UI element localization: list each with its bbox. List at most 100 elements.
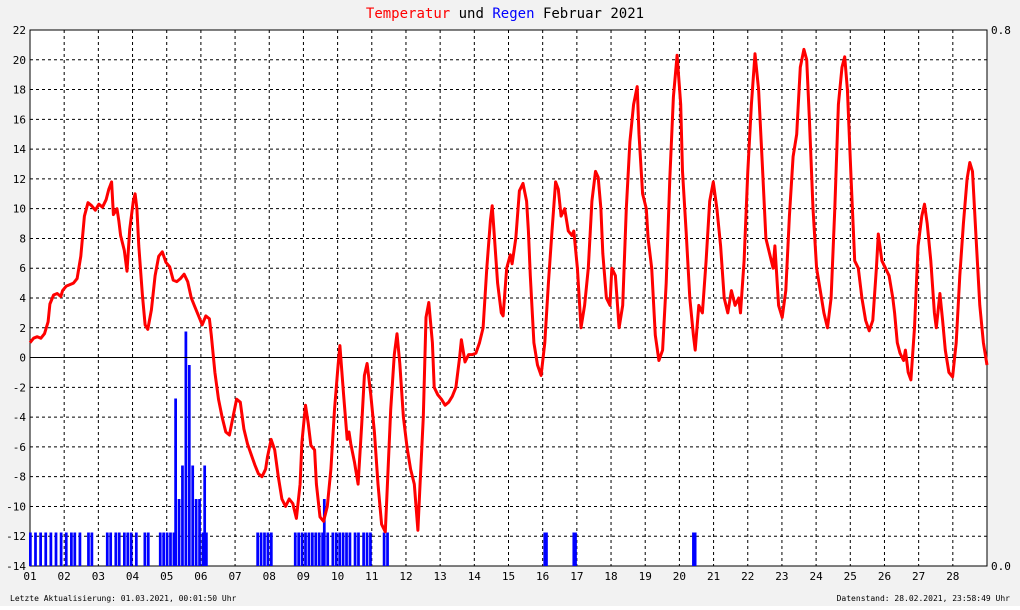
x-tick-label: 05 (160, 570, 173, 583)
rain-bar (326, 532, 330, 566)
rain-bar (109, 532, 113, 566)
rain-bar (191, 465, 195, 566)
rain-bar (129, 532, 133, 566)
rain-bar (263, 532, 266, 566)
y-left-tick-label: -6 (13, 441, 26, 454)
x-tick-label: 10 (331, 570, 344, 583)
rain-bar (172, 532, 176, 566)
rain-bar (158, 532, 162, 566)
x-tick-label: 22 (741, 570, 754, 583)
y-left-tick-label: 8 (19, 232, 26, 245)
rain-bar (134, 532, 138, 566)
rain-bar (345, 532, 348, 566)
rain-bar (266, 532, 270, 566)
x-tick-label: 03 (92, 570, 105, 583)
axes: 2220181614121086420-2-4-6-8-10-12-140.80… (6, 24, 1011, 583)
x-tick-label: 25 (844, 570, 857, 583)
y-left-tick-label: 22 (13, 24, 26, 37)
y-left-tick-label: 16 (13, 113, 26, 126)
rain-bar (184, 331, 188, 566)
chart-title: Temperatur und Regen Februar 2021 (366, 6, 644, 22)
y-left-tick-label: 12 (13, 173, 26, 186)
rain-bar (39, 532, 42, 566)
rain-bar (386, 532, 389, 566)
x-tick-label: 08 (263, 570, 276, 583)
rain-bar (126, 532, 130, 566)
rain-bar (297, 532, 301, 566)
rain-bar (293, 532, 297, 566)
rain-bar (177, 499, 181, 566)
rain-bar (73, 532, 77, 566)
rain-bar (369, 532, 372, 566)
rain-bar (572, 532, 576, 566)
x-tick-label: 26 (878, 570, 891, 583)
y-right-tick-label: 0.8 (991, 24, 1011, 37)
x-tick-label: 19 (639, 570, 652, 583)
rain-bar (692, 532, 695, 566)
rain-bar (353, 532, 357, 566)
rain-bar (165, 532, 169, 566)
rain-bar (105, 532, 109, 566)
rain-series (29, 331, 697, 566)
rain-bar (334, 532, 338, 566)
rain-bar (365, 532, 369, 566)
y-left-tick-label: -10 (6, 500, 26, 513)
rain-bar (205, 532, 208, 566)
y-left-tick-label: 18 (13, 84, 26, 97)
y-left-tick-label: 10 (13, 203, 26, 216)
rain-bar (304, 532, 307, 566)
rain-bar (162, 532, 166, 566)
rain-bar (574, 532, 577, 566)
rain-bar (310, 532, 314, 566)
rain-bar (194, 499, 198, 566)
rain-bar (317, 532, 321, 566)
y-left-tick-label: -14 (6, 560, 26, 573)
rain-bar (545, 532, 548, 566)
rain-bar (143, 532, 147, 566)
rain-bar (203, 465, 207, 566)
rain-bar (362, 532, 365, 566)
y-left-tick-label: 2 (19, 322, 26, 335)
rain-bar (331, 532, 335, 566)
x-tick-label: 18 (604, 570, 617, 583)
rain-bar (307, 532, 311, 566)
x-tick-label: 11 (365, 570, 378, 583)
x-tick-label: 01 (23, 570, 36, 583)
title-period: Februar 2021 (543, 6, 644, 22)
rain-bar (34, 532, 37, 566)
footer-right: Datenstand: 28.02.2021, 23:58:49 Uhr (837, 594, 1011, 603)
title-rain-word: Regen (492, 6, 534, 22)
rain-bar (543, 532, 547, 566)
rain-bar (49, 532, 53, 566)
rain-bar (114, 532, 118, 566)
rain-bar (382, 532, 386, 566)
rain-bar (44, 532, 48, 566)
x-tick-label: 27 (912, 570, 925, 583)
rain-bar (198, 499, 201, 566)
y-left-tick-label: 20 (13, 54, 26, 67)
rain-bar (269, 532, 273, 566)
rain-bar (201, 532, 205, 566)
rain-bar (322, 499, 326, 566)
x-tick-label: 04 (126, 570, 140, 583)
rain-bar (300, 532, 304, 566)
rain-bar (146, 532, 150, 566)
y-left-tick-label: -12 (6, 530, 26, 543)
y-right-tick-label: 0.0 (991, 560, 1011, 573)
rain-bar (259, 532, 263, 566)
x-tick-label: 14 (468, 570, 482, 583)
rain-bar (54, 532, 58, 566)
x-tick-label: 23 (775, 570, 788, 583)
rain-bar (321, 532, 324, 566)
rain-bar (341, 532, 345, 566)
y-left-tick-label: -2 (13, 381, 26, 394)
x-tick-label: 17 (570, 570, 583, 583)
rain-bar (169, 532, 172, 566)
rain-bar (87, 532, 90, 566)
y-left-tick-label: -4 (13, 411, 27, 424)
x-tick-label: 20 (673, 570, 686, 583)
x-tick-label: 24 (809, 570, 823, 583)
rain-bar (29, 532, 32, 566)
